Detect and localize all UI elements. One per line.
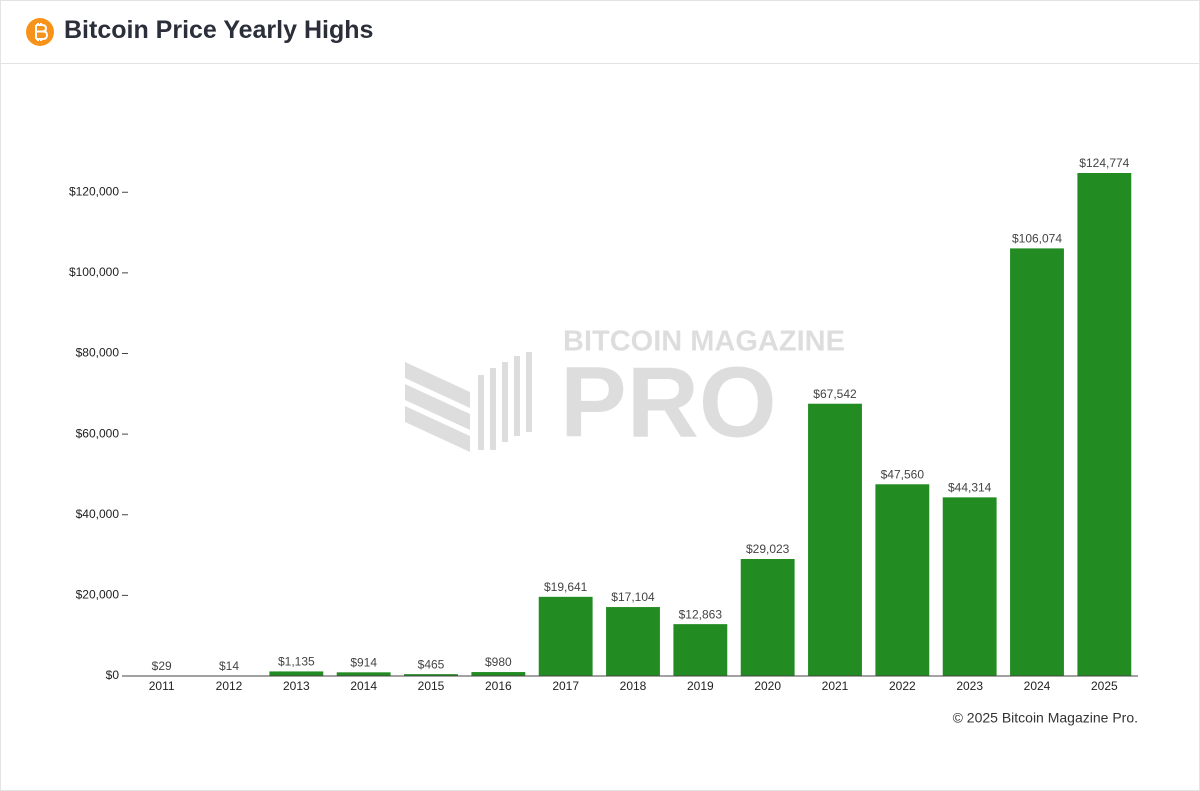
value-label: $29 [152,659,172,673]
value-label: $465 [418,657,445,671]
header: Bitcoin Price Yearly Highs [1,1,1199,64]
value-label: $124,774 [1079,156,1129,170]
bar [538,596,593,676]
y-tick-label: $120,000 [69,184,119,198]
x-tick-label: 2018 [620,679,647,693]
bar [673,624,728,676]
bar [942,497,997,676]
x-tick-label: 2012 [216,679,243,693]
bar [269,671,324,676]
bar [1077,173,1132,676]
value-label: $980 [485,655,512,669]
value-label: $914 [350,655,377,669]
x-tick-label: 2014 [350,679,377,693]
x-tick-label: 2015 [418,679,445,693]
watermark-line2: PRO [560,346,777,458]
y-tick-label: $60,000 [76,426,120,440]
watermark: BITCOIN MAGAZINE PRO [405,326,845,458]
x-tick-label: 2019 [687,679,714,693]
value-label: $29,023 [746,542,790,556]
value-label: $19,641 [544,580,588,594]
value-label: $67,542 [813,387,857,401]
bar [1010,248,1064,676]
bar [404,674,458,676]
x-tick-label: 2011 [149,679,175,693]
value-label: $17,104 [611,590,655,604]
value-label: $12,863 [679,607,723,621]
y-tick-label: $0 [106,668,120,682]
x-tick-label: 2023 [956,679,983,693]
x-tick-label: 2016 [485,679,512,693]
x-tick-label: 2025 [1091,679,1118,693]
value-label: $1,135 [278,655,315,669]
credit: © 2025 Bitcoin Magazine Pro. [953,710,1138,726]
bitcoin-icon [26,18,54,46]
y-tick-label: $80,000 [76,346,120,360]
y-tick-label: $20,000 [76,588,120,602]
bar [336,672,391,676]
y-tick-label: $40,000 [76,507,120,521]
bar [606,607,660,676]
x-tick-label: 2022 [889,679,916,693]
x-tick-label: 2013 [283,679,310,693]
y-tick-label: $100,000 [69,265,119,279]
x-tick-label: 2020 [754,679,781,693]
value-label: $47,560 [881,467,925,481]
value-label: $44,314 [948,481,992,495]
bar [740,559,795,676]
bar [471,672,526,676]
value-label: $14 [219,659,239,673]
x-tick-label: 2017 [552,679,579,693]
page-title: Bitcoin Price Yearly Highs [64,16,374,44]
watermark-line1: BITCOIN MAGAZINE [563,326,845,358]
bar [808,403,862,676]
x-tick-label: 2021 [822,679,849,693]
value-label: $106,074 [1012,232,1062,246]
bar [875,484,930,676]
x-tick-label: 2024 [1024,679,1051,693]
